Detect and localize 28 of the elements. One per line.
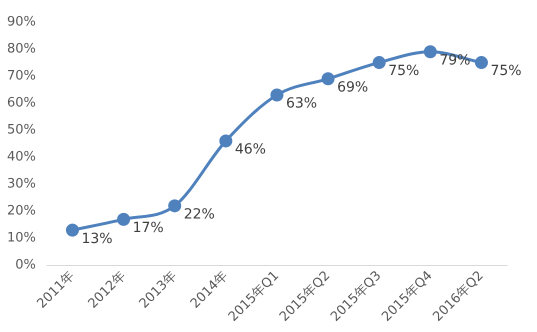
y-tick-label: 0%	[15, 258, 36, 273]
point	[474, 56, 488, 70]
point	[66, 224, 79, 237]
data-label: 79%	[439, 52, 470, 68]
y-tick-label: 30%	[6, 176, 36, 192]
data-label: 13%	[81, 230, 113, 247]
y-tick-label: 70%	[6, 68, 36, 84]
data-label: 69%	[337, 79, 368, 96]
point	[219, 134, 232, 148]
y-tick-label: 40%	[6, 150, 36, 165]
point	[270, 88, 284, 102]
data-label: 75%	[388, 63, 420, 80]
data-label: 17%	[132, 220, 164, 236]
point	[372, 56, 386, 70]
data-label: 46%	[234, 142, 266, 158]
data-label: 22%	[184, 206, 215, 222]
point	[117, 212, 130, 226]
data-label: 63%	[286, 96, 318, 112]
y-tick-label: 90%	[6, 14, 36, 30]
y-tick-label: 80%	[6, 41, 36, 56]
y-tick-label: 20%	[6, 204, 36, 219]
data-label: 75%	[490, 63, 522, 80]
point	[424, 45, 437, 58]
point	[322, 72, 335, 86]
y-tick-label: 10%	[6, 230, 36, 246]
point	[168, 199, 182, 212]
y-tick-label: 60%	[6, 95, 36, 110]
y-tick-label: 50%	[6, 122, 36, 138]
